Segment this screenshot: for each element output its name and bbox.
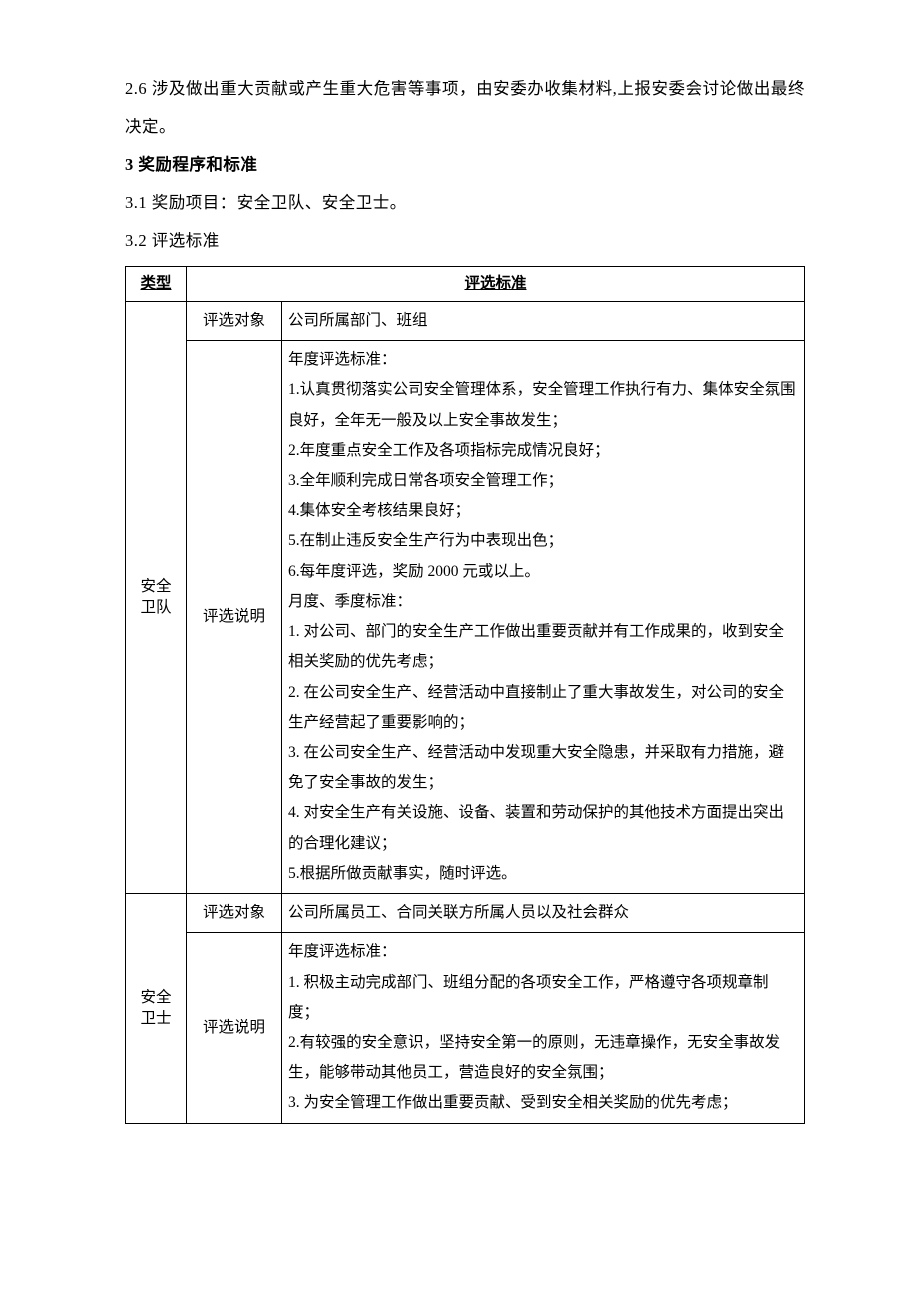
heading-3: 3 奖励程序和标准 [125,146,805,184]
table-row: 评选说明 年度评选标准： 1. 积极主动完成部门、班组分配的各项安全工作，严格遵… [126,933,805,1123]
cell-guard-desc: 年度评选标准： 1. 积极主动完成部门、班组分配的各项安全工作，严格遵守各项规章… [282,933,805,1123]
paragraph-3-2: 3.2 评选标准 [125,222,805,260]
table-header-row: 类型 评选标准 [126,266,805,301]
label-desc: 评选说明 [187,933,282,1123]
header-type: 类型 [126,266,187,301]
table-row: 安全 卫队 评选对象 公司所属部门、班组 [126,301,805,340]
label-desc: 评选说明 [187,341,282,894]
label-target: 评选对象 [187,894,282,933]
cell-guard-target: 公司所属员工、合同关联方所属人员以及社会群众 [282,894,805,933]
table-row: 评选说明 年度评选标准： 1.认真贯彻落实公司安全管理体系，安全管理工作执行有力… [126,341,805,894]
cell-team-desc: 年度评选标准： 1.认真贯彻落实公司安全管理体系，安全管理工作执行有力、集体安全… [282,341,805,894]
label-target: 评选对象 [187,301,282,340]
paragraph-2-6: 2.6 涉及做出重大贡献或产生重大危害等事项，由安委办收集材料,上报安委会讨论做… [125,70,805,146]
table-row: 安全 卫士 评选对象 公司所属员工、合同关联方所属人员以及社会群众 [126,894,805,933]
group-name-guard: 安全 卫士 [126,894,187,1124]
cell-team-target: 公司所属部门、班组 [282,301,805,340]
group-name-team: 安全 卫队 [126,301,187,893]
document-page: 2.6 涉及做出重大贡献或产生重大危害等事项，由安委办收集材料,上报安委会讨论做… [0,0,920,1301]
header-criteria: 评选标准 [187,266,805,301]
paragraph-3-1: 3.1 奖励项目：安全卫队、安全卫士。 [125,184,805,222]
criteria-table: 类型 评选标准 安全 卫队 评选对象 公司所属部门、班组 评选说明 年度评选标准… [125,266,805,1124]
